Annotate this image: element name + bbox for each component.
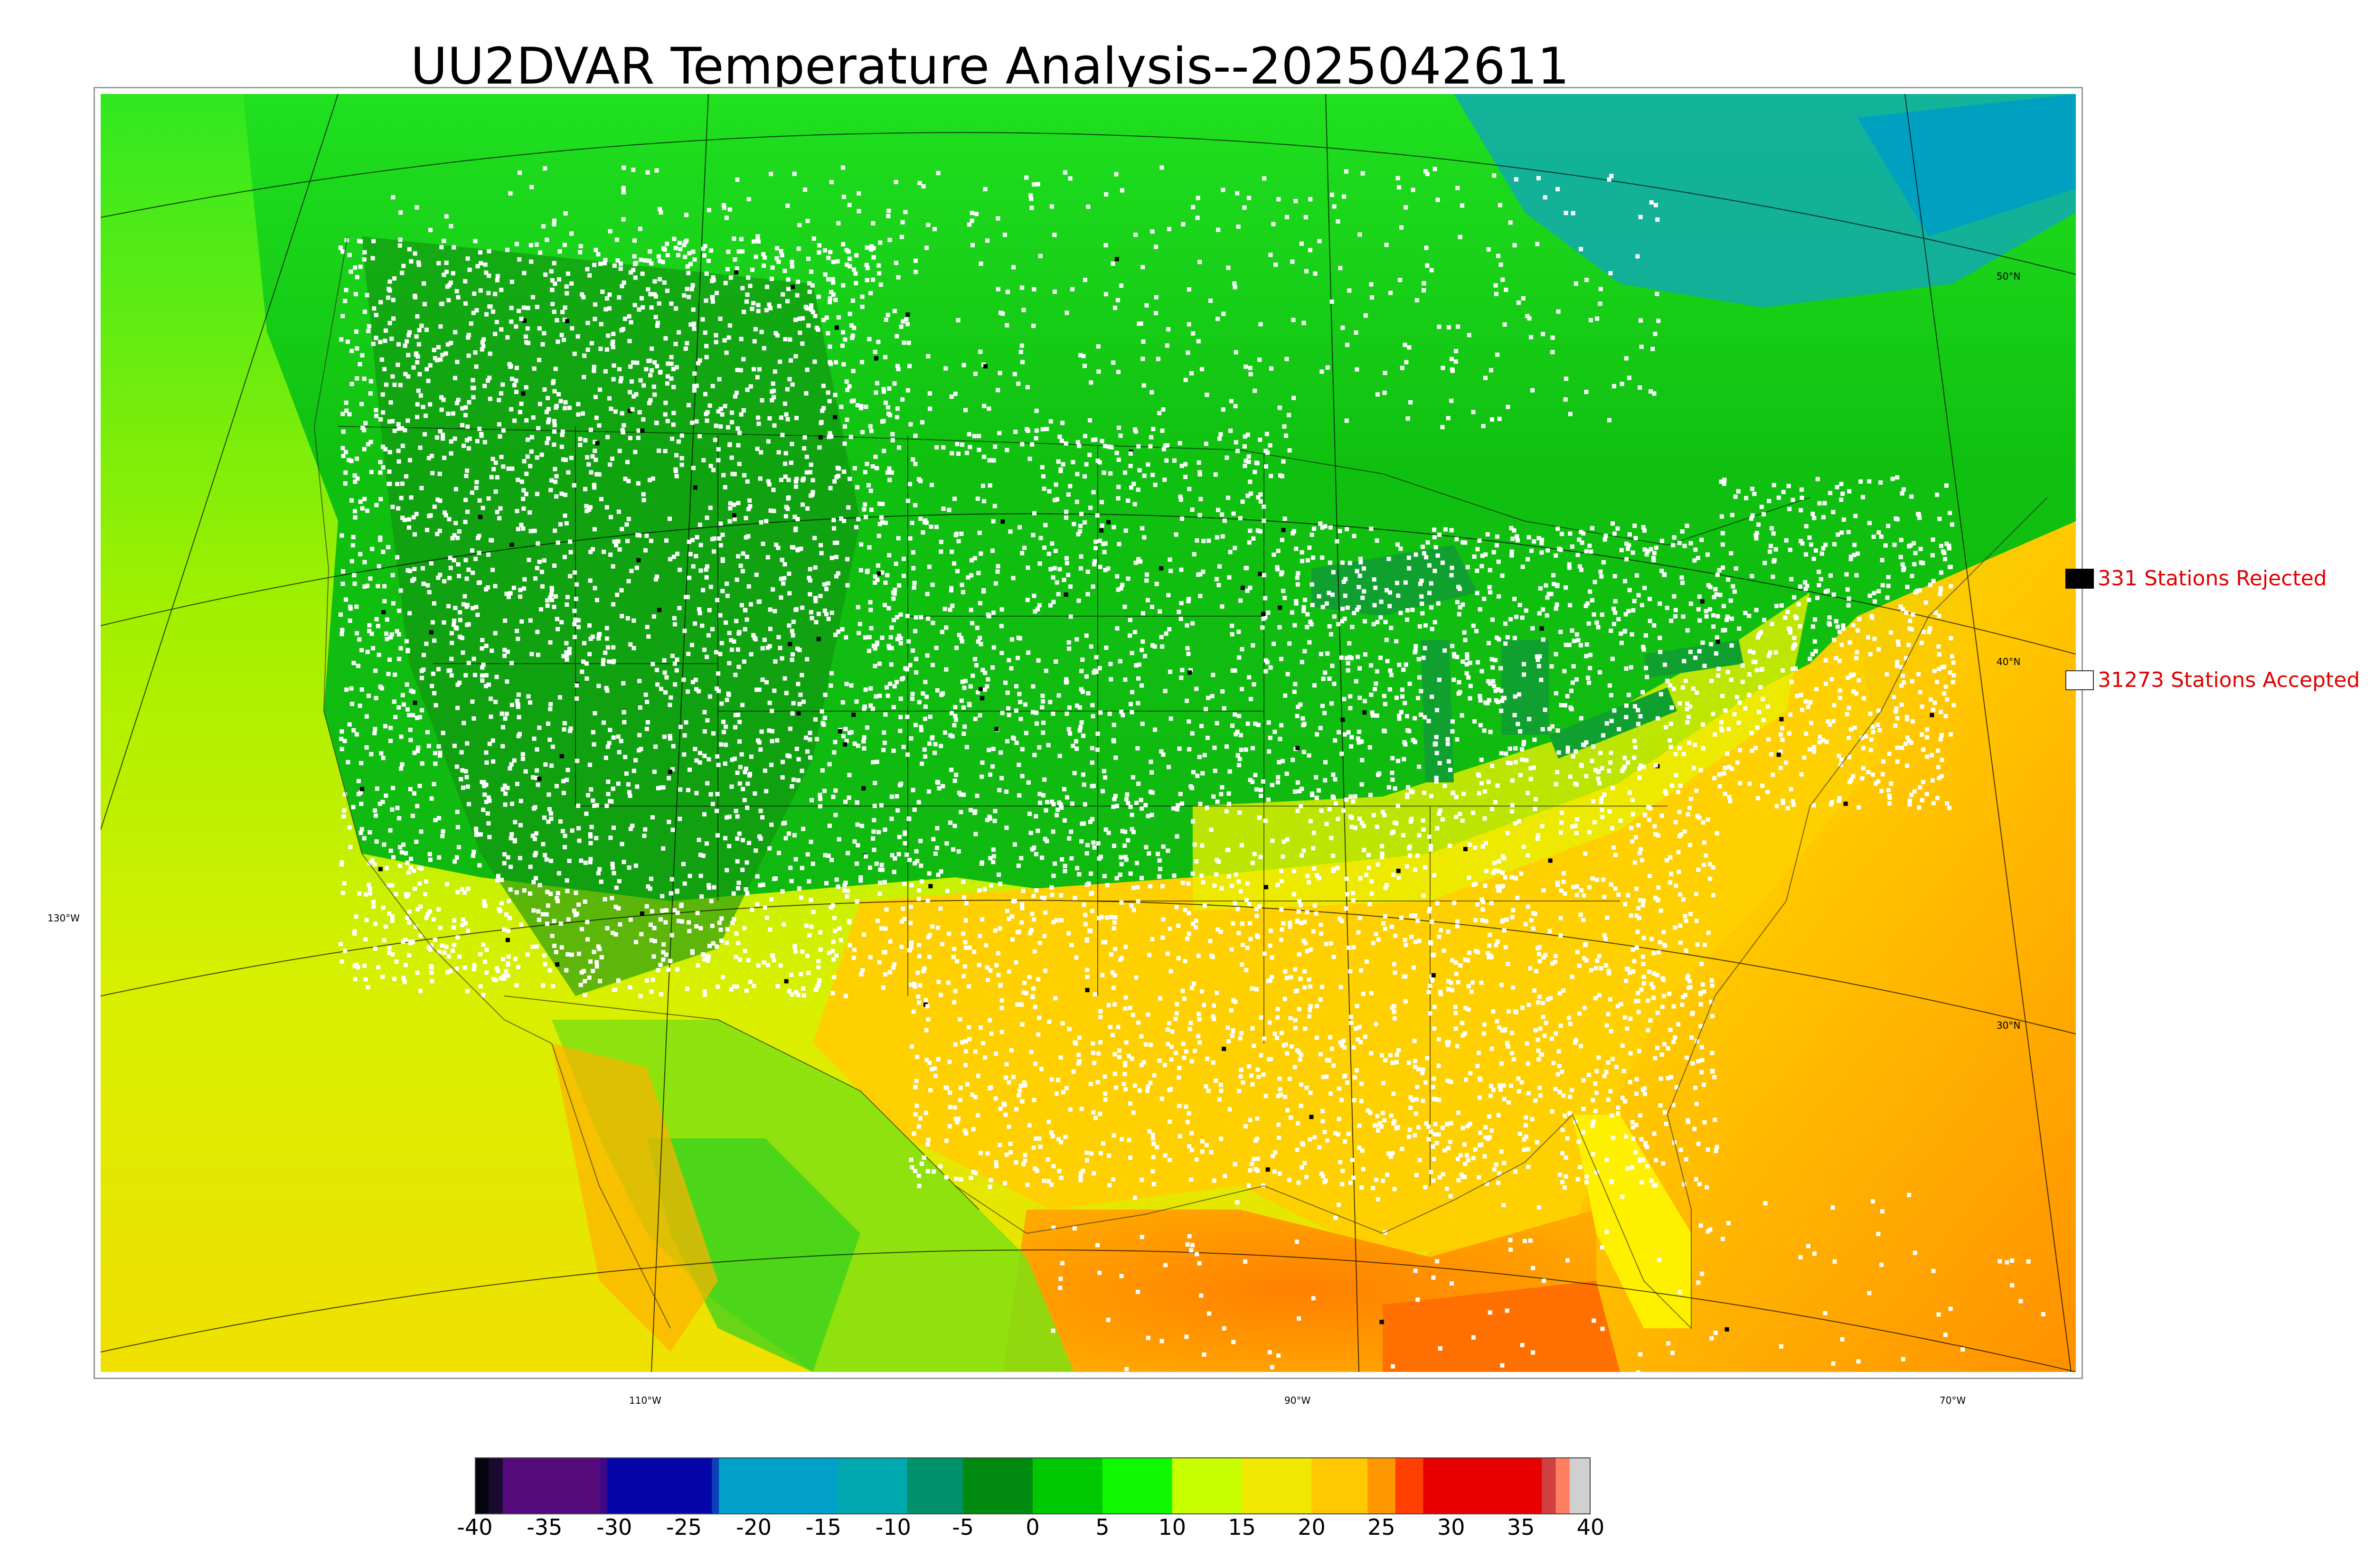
colorbar-tick-label: -40 (457, 1514, 493, 1540)
lat-label-40n: 40°N (1997, 656, 2021, 667)
colorbar-segment (1033, 1457, 1103, 1514)
colorbar-segment (1423, 1457, 1542, 1514)
lon-label-90w: 90°W (1284, 1395, 1311, 1406)
colorbar-segment (1102, 1457, 1173, 1514)
colorbar-tick-label: -10 (875, 1514, 911, 1540)
lake-huron (1501, 640, 1549, 735)
colorbar-tick-label: 25 (1367, 1514, 1395, 1540)
colorbar-tick-label: -20 (735, 1514, 772, 1540)
legend-accepted-swatch (2065, 670, 2094, 690)
lon-label-70w: 70°W (1940, 1395, 1966, 1406)
coastline (313, 236, 2048, 1330)
florida (1573, 1115, 1691, 1328)
legend-rejected: 331 Stations Rejected (2065, 566, 2327, 591)
lat-label-30n: 30°N (1997, 1020, 2021, 1031)
temperature-map (101, 94, 2076, 1372)
colorbar-segment (963, 1457, 1033, 1514)
station-markers (338, 165, 2045, 1372)
legend-accepted-label: 31273 Stations Accepted (2098, 668, 2360, 692)
colorbar-segment (837, 1457, 908, 1514)
map-title: UU2DVAR Temperature Analysis--2025042611 (410, 37, 1570, 95)
colorbar-segment (712, 1457, 719, 1514)
colorbar-segment (1542, 1457, 1556, 1514)
legend-accepted: 31273 Stations Accepted (2065, 668, 2360, 692)
colorbar-segment (1311, 1457, 1368, 1514)
colorbar-tick-label: -5 (952, 1514, 974, 1540)
colorbar-tick-label: 35 (1507, 1514, 1535, 1540)
colorbar-tick-label: 15 (1228, 1514, 1256, 1540)
colorbar-segment (600, 1457, 608, 1514)
borders (338, 426, 1810, 1210)
colorbar-tick-label: -25 (666, 1514, 702, 1540)
colorbar-segment (1569, 1457, 1591, 1514)
lon-label-110w: 110°W (629, 1395, 661, 1406)
colorbar-segment (907, 1457, 963, 1514)
colorbar-segment (502, 1457, 601, 1514)
colorbar-segment (475, 1457, 489, 1514)
colorbar-segment (1555, 1457, 1570, 1514)
legend-rejected-label: 331 Stations Rejected (2098, 566, 2327, 591)
colorbar-segment (1172, 1457, 1243, 1514)
lake-superior (1311, 545, 1478, 616)
colorbar-segment (607, 1457, 712, 1514)
colorbar-segment (1367, 1457, 1396, 1514)
colorbar-tick-label: -35 (527, 1514, 563, 1540)
colorbar-tick-label: -30 (596, 1514, 632, 1540)
colorbar-tick-label: 10 (1158, 1514, 1187, 1540)
colorbar-tick-label: -15 (805, 1514, 841, 1540)
colorbar-tick-label: 40 (1576, 1514, 1605, 1540)
colorbar-segment (719, 1457, 838, 1514)
colorbar-tick-label: 0 (1026, 1514, 1040, 1540)
lat-label-50n: 50°N (1997, 271, 2021, 282)
lon-label-130w: 130°W (47, 912, 80, 924)
legend-rejected-swatch (2065, 568, 2094, 589)
colorbar-segment (1242, 1457, 1312, 1514)
colorbar-tick-label: 5 (1095, 1514, 1110, 1540)
colorbar-segment (1395, 1457, 1423, 1514)
colorbar-tick-label: 20 (1298, 1514, 1326, 1540)
colorbar-segment (489, 1457, 503, 1514)
colorbar (475, 1457, 1591, 1514)
colorbar-border (475, 1457, 1591, 1514)
colorbar-tick-label: 30 (1437, 1514, 1465, 1540)
